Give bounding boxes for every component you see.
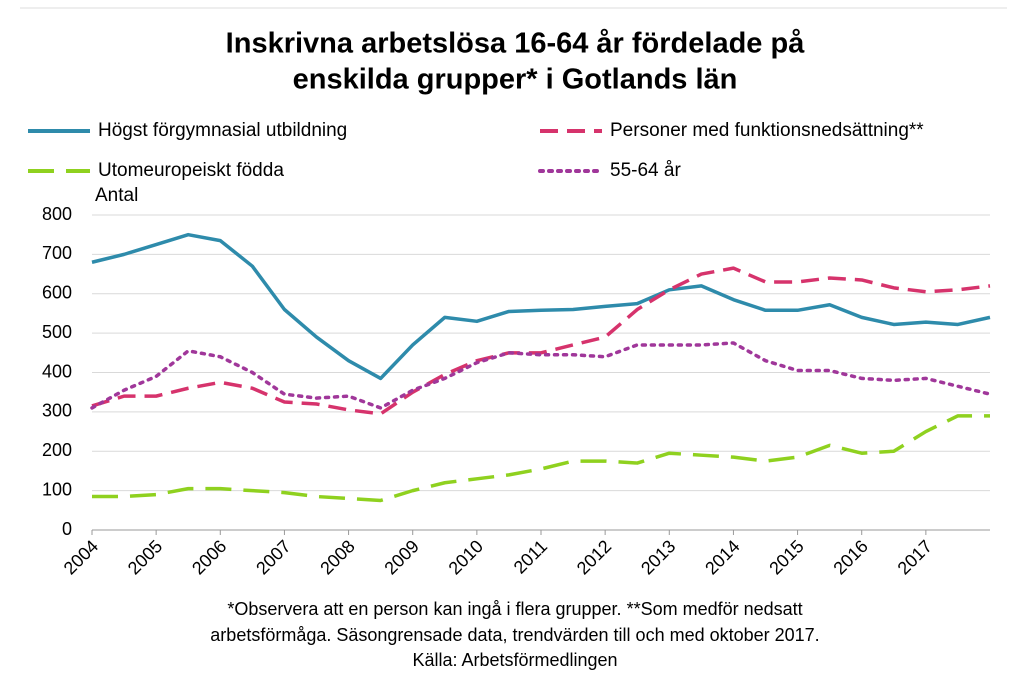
series-line xyxy=(92,414,990,503)
x-tick-label: 2010 xyxy=(445,536,487,578)
x-tick-label: 2012 xyxy=(573,536,615,578)
x-tick-label: 2015 xyxy=(765,536,807,578)
legend-label: Personer med funktionsnedsättning** xyxy=(610,120,924,141)
legend-label: Högst förgymnasial utbildning xyxy=(98,120,347,141)
chart-title: enskilda grupper* i Gotlands län xyxy=(293,64,738,96)
x-tick-label: 2017 xyxy=(894,536,936,578)
y-tick-label: 200 xyxy=(42,440,72,460)
y-tick-label: 100 xyxy=(42,479,72,499)
series-line xyxy=(91,266,991,416)
x-tick-label: 2007 xyxy=(252,536,294,578)
x-tick-label: 2014 xyxy=(701,536,743,578)
footnote: Källa: Arbetsförmedlingen xyxy=(412,650,617,670)
y-tick-label: 600 xyxy=(42,283,72,303)
footnote: *Observera att en person kan ingå i fler… xyxy=(227,599,802,619)
x-tick-label: 2006 xyxy=(188,536,230,578)
series-line xyxy=(90,341,992,410)
y-tick-label: 400 xyxy=(42,361,72,381)
series-line xyxy=(91,232,991,381)
footnote: arbetsförmåga. Säsongrensade data, trend… xyxy=(210,625,819,645)
x-tick-label: 2004 xyxy=(60,536,102,578)
legend-label: Utomeuropeiskt födda xyxy=(98,160,284,181)
y-tick-label: 300 xyxy=(42,401,72,421)
x-tick-label: 2013 xyxy=(637,536,679,578)
y-axis-label: Antal xyxy=(95,185,138,206)
y-tick-label: 500 xyxy=(42,322,72,342)
legend-label: 55-64 år xyxy=(610,160,681,181)
x-tick-label: 2009 xyxy=(380,536,422,578)
x-tick-label: 2016 xyxy=(829,536,871,578)
y-tick-label: 800 xyxy=(42,204,72,224)
y-tick-label: 700 xyxy=(42,243,72,263)
chart-title: Inskrivna arbetslösa 16-64 år fördelade … xyxy=(226,28,806,60)
x-tick-label: 2011 xyxy=(510,536,552,578)
x-tick-label: 2008 xyxy=(316,536,358,578)
y-tick-label: 0 xyxy=(62,519,72,539)
x-tick-label: 2005 xyxy=(124,536,166,578)
